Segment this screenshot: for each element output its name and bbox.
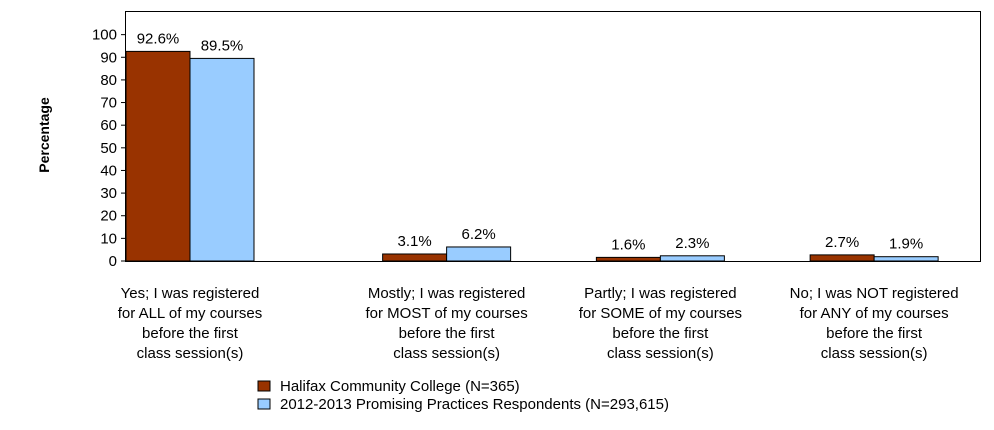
category-label: for MOST of my courses: [365, 305, 527, 322]
bar-series-2-cat-3: [659, 255, 725, 262]
y-tick-label: 70: [100, 95, 117, 112]
category-label: for ALL of my courses: [118, 305, 263, 322]
data-label: 2.7%: [825, 234, 859, 251]
y-tick-label: 20: [100, 208, 117, 225]
category-label: class session(s): [607, 345, 714, 362]
legend-label: 2012-2013 Promising Practices Respondent…: [280, 396, 669, 413]
category-label: for SOME of my courses: [579, 305, 742, 322]
category-label: before the first: [399, 325, 496, 342]
y-tick-label: 100: [92, 27, 117, 44]
bar-series-1-cat-4: [809, 254, 875, 262]
y-tick-label: 60: [100, 117, 117, 134]
y-tick-label: 40: [100, 162, 117, 179]
data-label: 6.2%: [462, 226, 496, 243]
bar-series-2-cat-4: [873, 256, 939, 262]
bar-series-2-cat-2: [446, 246, 512, 262]
data-label: 1.6%: [611, 236, 645, 253]
data-label: 1.9%: [889, 236, 923, 253]
bar-series-1-cat-2: [382, 253, 448, 262]
y-tick-label: 30: [100, 185, 117, 202]
category-label: class session(s): [137, 345, 244, 362]
category-label: class session(s): [393, 345, 500, 362]
legend-swatch: [257, 380, 271, 392]
data-label: 92.6%: [137, 30, 180, 47]
category-label: No; I was NOT registered: [790, 285, 959, 302]
category-label: before the first: [826, 325, 923, 342]
category-label: Yes; I was registered: [121, 285, 260, 302]
category-label: class session(s): [821, 345, 928, 362]
y-axis-label: Percentage: [36, 97, 52, 173]
data-label: 89.5%: [201, 37, 244, 54]
category-label: Mostly; I was registered: [368, 285, 526, 302]
y-tick-label: 80: [100, 72, 117, 89]
category-label: before the first: [612, 325, 709, 342]
y-tick-label: 10: [100, 230, 117, 247]
y-tick-label: 90: [100, 49, 117, 66]
y-tick-label: 50: [100, 140, 117, 157]
legend-swatch: [257, 398, 271, 410]
data-label: 2.3%: [675, 235, 709, 252]
legend-label: Halifax Community College (N=365): [280, 378, 520, 395]
category-label: Partly; I was registered: [584, 285, 737, 302]
bar-series-1-cat-3: [595, 256, 661, 262]
data-label: 3.1%: [398, 233, 432, 250]
category-label: before the first: [142, 325, 239, 342]
bar-series-1-cat-1: [125, 50, 191, 262]
bar-series-2-cat-1: [189, 57, 255, 262]
y-tick-label: 0: [109, 253, 117, 270]
category-label: for ANY of my courses: [800, 305, 949, 322]
